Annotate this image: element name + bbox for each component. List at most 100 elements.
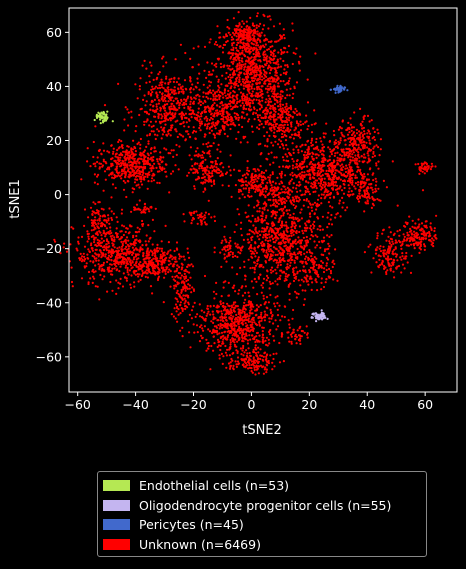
data-point: [334, 139, 337, 142]
data-point: [220, 118, 223, 121]
data-point: [160, 137, 163, 140]
data-point: [210, 116, 213, 119]
data-point: [222, 118, 225, 121]
data-point: [292, 92, 295, 95]
data-point: [252, 224, 255, 227]
data-point: [257, 51, 260, 54]
data-point: [279, 103, 282, 106]
data-point: [180, 90, 183, 93]
data-point: [77, 242, 80, 245]
data-point: [167, 88, 170, 91]
data-point: [94, 232, 97, 235]
data-point: [328, 158, 331, 161]
data-point: [294, 242, 298, 245]
data-point: [267, 27, 270, 30]
data-point: [379, 138, 382, 141]
data-point: [279, 256, 282, 259]
data-point: [240, 63, 243, 66]
data-point: [294, 166, 297, 169]
data-point: [277, 228, 280, 231]
data-point: [246, 86, 249, 89]
data-point: [125, 157, 128, 160]
data-point: [422, 162, 425, 165]
data-point: [265, 169, 268, 172]
data-point: [368, 183, 371, 186]
data-point: [335, 177, 338, 180]
data-point: [268, 287, 271, 290]
data-point: [291, 222, 294, 225]
data-point: [150, 71, 153, 74]
data-point: [157, 116, 160, 119]
data-point: [237, 68, 240, 71]
data-point: [374, 190, 377, 193]
data-point: [278, 276, 281, 279]
data-point: [189, 79, 192, 82]
data-point: [337, 177, 340, 180]
data-point: [235, 28, 238, 31]
data-point: [248, 92, 251, 95]
data-point: [227, 165, 230, 168]
data-point: [327, 182, 330, 185]
data-point: [281, 239, 285, 242]
data-point: [231, 62, 235, 65]
data-point: [174, 112, 177, 115]
data-point: [150, 64, 153, 67]
data-point: [241, 80, 245, 83]
data-point: [367, 195, 370, 198]
data-point: [289, 114, 292, 118]
data-point: [142, 151, 145, 154]
data-point: [243, 196, 246, 199]
data-point: [124, 247, 127, 250]
data-point: [329, 218, 332, 221]
data-point: [287, 110, 290, 113]
data-point: [349, 174, 353, 177]
data-point: [296, 195, 299, 198]
data-point: [311, 209, 314, 212]
data-point: [213, 134, 216, 137]
data-point: [333, 134, 336, 137]
data-point: [119, 156, 122, 159]
data-point: [125, 264, 128, 267]
data-point: [219, 170, 223, 173]
data-point: [277, 202, 280, 206]
data-point: [257, 276, 260, 279]
data-point: [353, 159, 356, 162]
data-point: [295, 187, 298, 190]
data-point: [218, 36, 221, 39]
data-point: [70, 280, 74, 284]
data-point: [368, 120, 371, 123]
data-point: [369, 142, 372, 145]
data-point: [313, 183, 316, 186]
data-point: [212, 168, 216, 171]
data-point: [285, 247, 288, 250]
data-point: [211, 118, 214, 121]
data-point: [71, 285, 74, 288]
data-point: [279, 247, 282, 250]
data-point: [286, 252, 289, 255]
data-point: [110, 237, 113, 240]
data-point: [236, 255, 239, 259]
data-point: [187, 171, 190, 174]
data-point: [93, 236, 96, 239]
data-point: [94, 125, 97, 128]
data-point: [298, 181, 301, 184]
data-point: [197, 45, 200, 48]
data-point: [245, 70, 248, 73]
data-point: [275, 118, 278, 121]
data-point: [287, 273, 290, 277]
data-point: [279, 34, 282, 37]
data-point: [325, 264, 328, 267]
data-point: [262, 277, 266, 280]
data-point: [273, 77, 276, 80]
data-point: [139, 175, 142, 179]
data-point: [203, 69, 206, 72]
data-point: [130, 116, 133, 119]
data-point: [277, 51, 280, 54]
data-point: [313, 201, 317, 204]
data-point: [281, 202, 284, 205]
data-point: [98, 167, 101, 170]
data-point: [206, 117, 209, 120]
data-point: [296, 166, 299, 169]
data-point: [136, 178, 139, 181]
data-point: [274, 268, 277, 271]
